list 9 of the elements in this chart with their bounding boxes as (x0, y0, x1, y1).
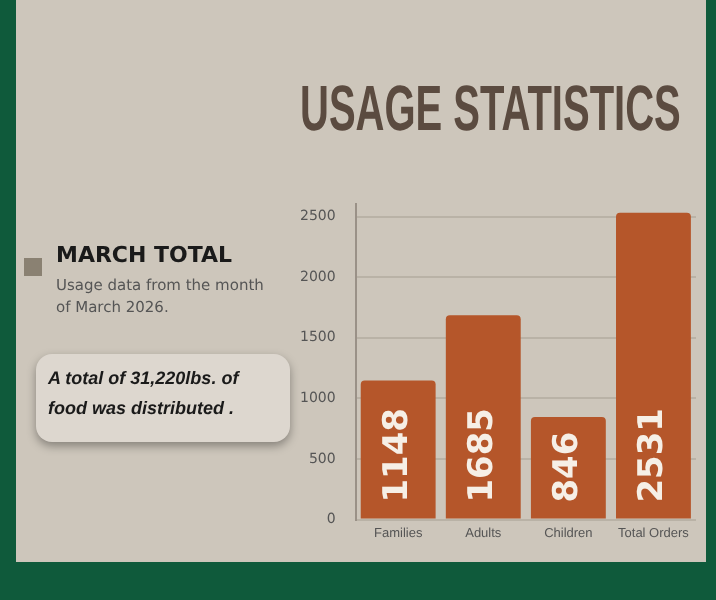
data-label: 1685 (462, 407, 503, 503)
bar (616, 212, 691, 519)
text: A total of 31,220lbs. of food was distributed . (36, 354, 290, 442)
data-label: 1148 (377, 407, 418, 503)
text: MARCH TOTAL (56, 242, 233, 268)
data-label: 846 (547, 431, 588, 503)
chart-title: USAGE STATISTICS (300, 76, 681, 150)
data-label: 2531 (632, 407, 673, 503)
bar (445, 315, 521, 519)
